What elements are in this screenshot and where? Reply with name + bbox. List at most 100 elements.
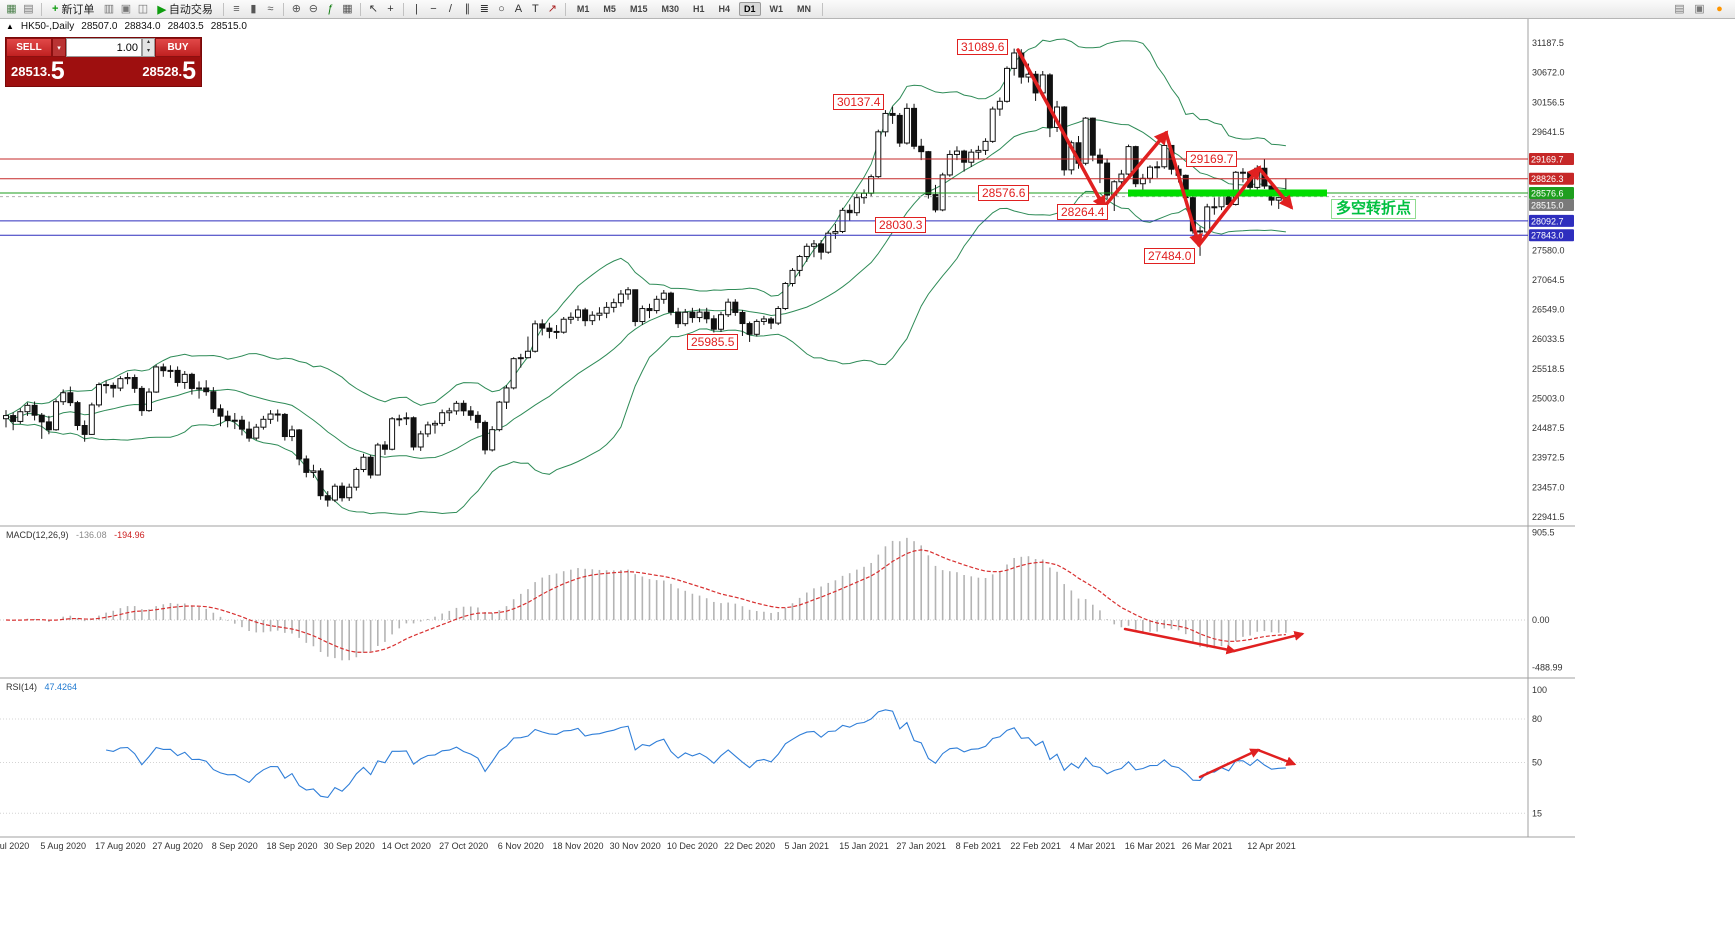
spin-down-icon[interactable]: ▾: [146, 47, 150, 54]
data-window-icon[interactable]: ▣: [120, 2, 132, 15]
auto-trading-button-label: 自动交易: [168, 4, 213, 16]
cursor-icon[interactable]: ↖: [368, 2, 379, 15]
timeframe-h4-button[interactable]: H4: [718, 4, 730, 14]
toolbar-separator: [564, 2, 566, 16]
svg-text:27 Oct 2020: 27 Oct 2020: [439, 841, 488, 851]
volume-stepper[interactable]: ▴ ▾: [142, 38, 155, 57]
buy-button[interactable]: BUY: [155, 38, 201, 57]
equidistant-channel-icon[interactable]: ∥: [464, 2, 471, 15]
navigator-icon[interactable]: ◫: [137, 2, 149, 15]
rsi-indicator-label: RSI(14) 47.4264: [6, 682, 77, 692]
volume-input[interactable]: [66, 38, 142, 57]
turning-point-label[interactable]: 多空转折点: [1331, 199, 1417, 219]
rsi-trend-arrows[interactable]: [1198, 748, 1297, 779]
macd-value-main: -136.08: [76, 530, 107, 540]
toolbar-separator: [359, 2, 361, 16]
svg-text:905.5: 905.5: [1532, 527, 1555, 537]
svg-text:28826.3: 28826.3: [1531, 174, 1564, 184]
svg-text:14 Oct 2020: 14 Oct 2020: [382, 841, 431, 851]
spin-up-icon[interactable]: ▴: [146, 39, 150, 45]
svg-text:5 Aug 2020: 5 Aug 2020: [40, 841, 86, 851]
chart-window-icon[interactable]: ▤: [1674, 2, 1685, 15]
price-annotation-28576.6[interactable]: 28576.6: [978, 185, 1030, 201]
macd-trend-arrows[interactable]: [1123, 627, 1305, 655]
fibonacci-icon[interactable]: ≣: [479, 2, 490, 15]
svg-text:30156.5: 30156.5: [1532, 97, 1565, 107]
macd-name: MACD(12,26,9): [6, 530, 69, 540]
svg-text:22 Feb 2021: 22 Feb 2021: [1010, 841, 1061, 851]
price-annotation-31089.6[interactable]: 31089.6: [957, 39, 1009, 55]
arrow-tool-icon[interactable]: ↗: [547, 2, 558, 15]
price-annotation-30137.4[interactable]: 30137.4: [833, 94, 885, 110]
ohlc-open: 28507.0: [81, 21, 118, 32]
profiles-icon[interactable]: ▤: [23, 2, 34, 15]
bar-chart-icon[interactable]: ≡: [233, 2, 240, 15]
chevron-down-icon: ▾: [57, 44, 61, 52]
zoom-in-icon[interactable]: ⊕: [291, 2, 302, 15]
buy-price-main: 28528.: [142, 64, 183, 79]
svg-text:27 Jan 2021: 27 Jan 2021: [896, 841, 946, 851]
text-icon[interactable]: A: [514, 2, 523, 15]
label-icon[interactable]: T: [532, 2, 539, 15]
svg-text:8 Sep 2020: 8 Sep 2020: [212, 841, 258, 851]
auto-trading-button[interactable]: ▶ 自动交易: [152, 1, 217, 18]
price-axis: 31187.530672.030156.529641.529126.028610…: [1532, 38, 1565, 522]
collapse-arrow-icon[interactable]: ▲: [6, 22, 14, 31]
horizontal-level-lines[interactable]: [0, 158, 1528, 236]
svg-text:27843.0: 27843.0: [1531, 231, 1564, 241]
tile-windows-icon[interactable]: ▦: [342, 2, 353, 15]
toolbar-separator: [402, 2, 404, 16]
svg-text:18 Nov 2020: 18 Nov 2020: [552, 841, 603, 851]
svg-text:50: 50: [1532, 758, 1542, 768]
timeframe-mn-button[interactable]: MN: [797, 4, 812, 14]
new-order-button-icon: +: [52, 3, 59, 15]
rsi-plot: [105, 709, 1286, 798]
zoom-out-icon[interactable]: ⊖: [308, 2, 319, 15]
svg-text:26033.5: 26033.5: [1532, 334, 1565, 344]
new-chart-icon[interactable]: ▦: [6, 2, 17, 15]
main-toolbar: ▦ ▤ + 新订单 ▥ ▣ ◫ ▶ 自动交易 ≡ ▮ ≈ ⊕ ⊖ ƒ ▦ ↖ + | − / ∥ ≣ ○ A T ↗ M1 M5 M15 M…: [0, 0, 1735, 19]
price-annotation-28030.3[interactable]: 28030.3: [875, 217, 927, 233]
notification-icon[interactable]: ●: [1716, 2, 1723, 15]
community-icon[interactable]: ▣: [1694, 2, 1705, 15]
macd-plot: [5, 537, 1287, 661]
price-annotation-29169.7[interactable]: 29169.7: [1186, 151, 1238, 167]
new-order-button[interactable]: + 新订单: [47, 1, 99, 18]
timeframe-h1-button[interactable]: H1: [692, 4, 705, 14]
svg-text:29641.5: 29641.5: [1532, 127, 1565, 137]
chart-ohlc-header: ▲ HK50-,Daily 28507.0 28834.0 28403.5 28…: [6, 21, 247, 32]
line-chart-icon[interactable]: ≈: [267, 2, 274, 15]
horizontal-line-icon[interactable]: −: [430, 2, 437, 15]
price-annotation-27484.0[interactable]: 27484.0: [1144, 248, 1196, 264]
macd-value-signal: -194.96: [114, 530, 145, 540]
svg-text:25518.5: 25518.5: [1532, 364, 1565, 374]
timeframe-d1-button[interactable]: D1: [739, 2, 761, 16]
auto-trading-button-icon: ▶: [157, 3, 166, 16]
order-type-dropdown[interactable]: ▾: [52, 38, 66, 57]
svg-text:27064.5: 27064.5: [1532, 275, 1565, 285]
price-annotation-28264.4[interactable]: 28264.4: [1057, 204, 1109, 220]
market-watch-icon[interactable]: ▥: [103, 2, 115, 15]
candlestick-chart-icon[interactable]: ▮: [250, 2, 257, 15]
macd-indicator-label: MACD(12,26,9) -136.08 -194.96: [6, 530, 145, 540]
timeframe-m5-button[interactable]: M5: [603, 4, 616, 14]
timeframe-m1-button[interactable]: M1: [576, 4, 590, 14]
svg-text:22 Dec 2020: 22 Dec 2020: [724, 841, 775, 851]
timeframe-w1-button[interactable]: W1: [769, 4, 784, 14]
indicators-icon[interactable]: ƒ: [327, 2, 334, 15]
timeframe-m30-button[interactable]: M30: [661, 4, 679, 14]
price-trend-arrows[interactable]: [1016, 48, 1294, 249]
price-annotation-25985.5[interactable]: 25985.5: [687, 334, 739, 350]
sell-button[interactable]: SELL: [6, 38, 52, 57]
svg-text:24487.5: 24487.5: [1532, 423, 1565, 433]
buy-price-big: 5: [182, 57, 196, 85]
timeframe-m15-button[interactable]: M15: [629, 4, 648, 14]
crosshair-icon[interactable]: +: [387, 2, 394, 15]
vertical-line-icon[interactable]: |: [414, 2, 418, 15]
trendline-icon[interactable]: /: [448, 2, 452, 15]
date-axis: 24 Jul 2020 5 Aug 2020 17 Aug 2020 27 Aug 2…: [0, 841, 1296, 851]
svg-text:27580.0: 27580.0: [1532, 245, 1565, 255]
svg-text:15: 15: [1532, 808, 1542, 818]
shapes-icon[interactable]: ○: [498, 2, 505, 15]
